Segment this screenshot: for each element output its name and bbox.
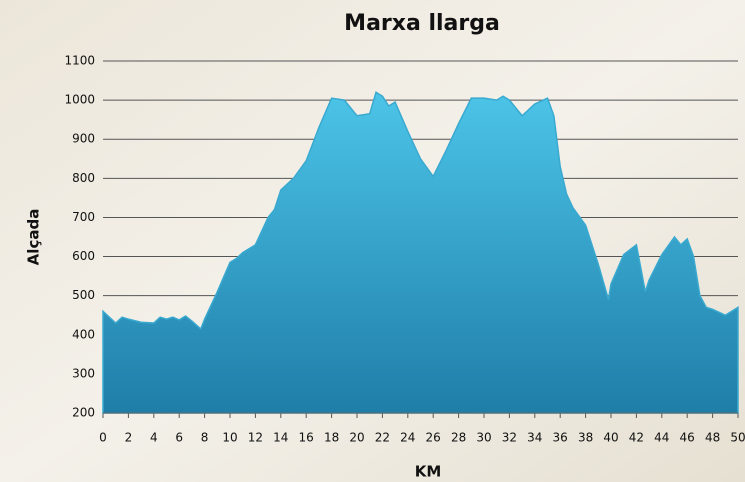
y-tick-label: 200 [72,406,95,420]
x-tick-label: 18 [324,431,339,445]
x-tick-label: 44 [654,431,669,445]
x-tick-label: 30 [476,431,491,445]
x-tick-label: 4 [150,431,158,445]
x-tick-label: 10 [222,431,237,445]
x-tick-label: 40 [603,431,618,445]
y-tick-label: 700 [72,210,95,224]
x-tick-label: 16 [299,431,314,445]
x-tick-label: 2 [125,431,133,445]
y-tick-label: 400 [72,327,95,341]
x-tick-label: 34 [527,431,542,445]
chart-title: Marxa llarga [344,11,500,36]
x-tick-label: 26 [426,431,441,445]
x-tick-label: 24 [400,431,415,445]
y-tick-label: 300 [72,366,95,380]
x-tick-label: 36 [553,431,568,445]
y-tick-label: 1000 [64,93,95,107]
y-tick-label: 1100 [64,54,95,68]
x-tick-label: 6 [175,431,183,445]
x-tick-label: 46 [680,431,695,445]
y-tick-label: 900 [72,132,95,146]
x-axis-title: KM [415,463,442,481]
x-tick-label: 20 [349,431,364,445]
x-tick-label: 32 [502,431,517,445]
x-tick-label: 14 [273,431,288,445]
y-axis-title: Alçada [25,209,43,266]
x-tick-label: 0 [99,431,107,445]
chart: Marxa llarga KM Alçada 20030040050060070… [0,0,745,482]
x-tick-label: 8 [201,431,209,445]
y-tick-label: 800 [72,171,95,185]
x-tick-label: 42 [629,431,644,445]
y-tick-label: 600 [72,249,95,263]
x-tick-label: 38 [578,431,593,445]
x-tick-label: 28 [451,431,466,445]
y-tick-label: 500 [72,288,95,302]
x-tick-label: 50 [730,431,745,445]
x-tick-label: 22 [375,431,390,445]
x-tick-label: 12 [248,431,263,445]
x-tick-label: 48 [705,431,720,445]
